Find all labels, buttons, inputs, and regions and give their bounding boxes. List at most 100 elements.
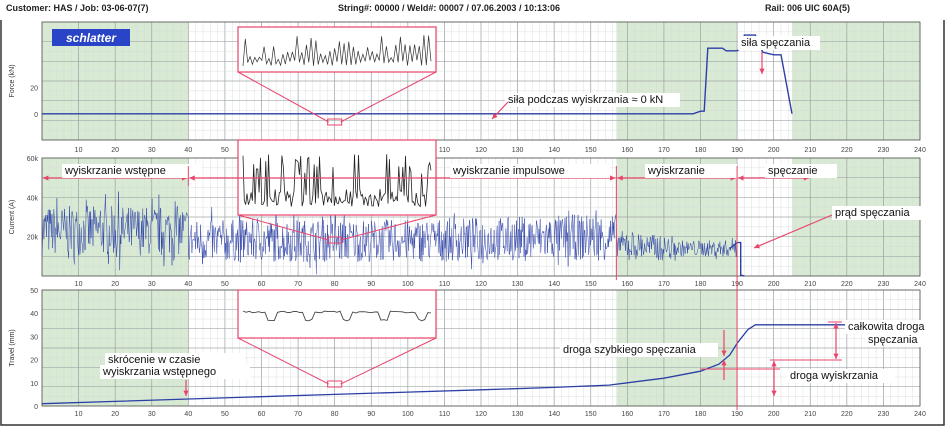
x-tick-label: 40 <box>184 281 192 288</box>
y-tick-label: 20 <box>30 86 38 93</box>
x-tick-label: 10 <box>75 281 83 288</box>
x-tick-label: 110 <box>439 281 450 288</box>
x-tick-label: 240 <box>914 281 926 288</box>
phase-label-bg <box>645 164 737 178</box>
x-tick-label: 230 <box>878 147 890 154</box>
x-tick-label: 160 <box>621 411 633 418</box>
x-tick-label: 120 <box>475 147 487 154</box>
x-tick-label: 160 <box>621 147 633 154</box>
flash-distance-label-bg <box>787 369 895 383</box>
upset-force-label-bg <box>738 36 820 50</box>
total-upset-label-1-bg <box>845 320 941 334</box>
x-tick-label: 230 <box>878 281 890 288</box>
rail-label: Rail: 006 UIC 60A(5) <box>765 3 851 13</box>
force-inset-leader <box>237 71 329 123</box>
x-tick-label: 90 <box>367 281 375 288</box>
flash-distance-arrow-head <box>771 361 777 367</box>
force-series-line <box>42 34 793 115</box>
travel-inset-trace <box>242 310 432 322</box>
fast-upset-label-bg <box>560 343 718 357</box>
x-tick-label: 80 <box>331 281 339 288</box>
phase-label: wyiskrzanie wstępne <box>64 165 166 177</box>
phase-span-arrow-head <box>43 175 49 181</box>
total-upset-arrow-head <box>833 323 839 329</box>
travel-inset-source-box <box>327 380 343 388</box>
y-tick-label: 10 <box>30 381 38 388</box>
schlatter-logo <box>52 29 130 46</box>
x-tick-label: 60 <box>258 411 266 418</box>
phase-label: wyiskrzanie impulsowe <box>452 165 565 177</box>
upset-current-arrow-head <box>754 243 760 249</box>
shortening-arrow-head <box>183 390 189 396</box>
fast-upset-label: droga szybkiego spęczania <box>563 344 697 356</box>
x-tick-label: 120 <box>475 281 487 288</box>
current-inset-trace <box>242 154 432 208</box>
x-tick-label: 40 <box>184 411 192 418</box>
total-upset-label-2-bg <box>865 333 935 347</box>
y-tick-label: 20 <box>30 358 38 365</box>
x-tick-label: 140 <box>548 147 560 154</box>
x-tick-label: 70 <box>294 411 302 418</box>
x-tick-label: 100 <box>402 411 414 418</box>
x-tick-label: 150 <box>585 281 597 288</box>
x-tick-label: 10 <box>75 411 83 418</box>
x-tick-label: 170 <box>658 411 670 418</box>
y-tick-label: 60k <box>27 156 39 163</box>
total-upset-label-1: całkowita droga <box>848 321 925 333</box>
x-tick-label: 180 <box>695 147 707 154</box>
flash-distance-label: droga wyiskrzania <box>790 370 879 382</box>
x-tick-label: 50 <box>221 281 229 288</box>
x-tick-label: 50 <box>221 411 229 418</box>
y-axis-label: Force (kN) <box>9 64 16 97</box>
x-tick-label: 240 <box>914 411 926 418</box>
x-tick-label: 10 <box>75 147 83 154</box>
x-tick-label: 130 <box>512 281 524 288</box>
force-inset-leader <box>340 71 437 123</box>
phase-label-bg <box>62 164 202 178</box>
force-annotation-arrow-head <box>492 113 498 119</box>
phase-label: spęczanie <box>768 165 818 177</box>
fast-upset-arrow-down-head <box>721 360 727 366</box>
y-axis-label: Travel (mm) <box>9 329 16 366</box>
y-tick-label: 50 <box>30 288 38 295</box>
x-tick-label: 120 <box>475 411 487 418</box>
x-tick-label: 20 <box>111 411 119 418</box>
y-tick-label: 40k <box>27 195 39 202</box>
current-inset-source-box <box>327 236 343 244</box>
x-tick-label: 150 <box>585 147 597 154</box>
x-tick-label: 210 <box>804 411 816 418</box>
force-annotation-label: siła podczas wyiskrzania ≈ 0 kN <box>508 94 663 106</box>
string-weld-label: String#: 00000 / Weld#: 00007 / 07.06.20… <box>338 3 560 13</box>
x-tick-label: 180 <box>695 281 707 288</box>
upset-force-label: siła spęczania <box>741 37 811 49</box>
x-tick-label: 210 <box>804 147 816 154</box>
y-axis-label: Current (A) <box>9 200 16 235</box>
y-tick-label: 20k <box>27 235 39 242</box>
flash-distance-arrow-head <box>771 390 777 396</box>
x-tick-label: 200 <box>768 281 780 288</box>
upset-current-label: prąd spęczania <box>835 207 910 219</box>
shortening-label-1-bg <box>105 353 245 367</box>
y-tick-label: 40 <box>30 311 38 318</box>
current-upset-segment <box>729 241 745 277</box>
x-tick-label: 60 <box>258 281 266 288</box>
x-tick-label: 100 <box>402 281 414 288</box>
y-tick-label: 30 <box>30 334 38 341</box>
phase-span-arrow-head <box>738 175 744 181</box>
x-tick-label: 160 <box>621 281 633 288</box>
current-inset-leader <box>237 214 329 241</box>
x-tick-label: 30 <box>148 147 156 154</box>
fast-upset-arrow-up-head <box>721 350 727 356</box>
x-tick-label: 170 <box>658 147 670 154</box>
y-tick-label: 0 <box>34 112 38 119</box>
x-tick-label: 220 <box>841 411 853 418</box>
phase-label-bg <box>450 164 610 178</box>
x-tick-label: 40 <box>184 147 192 154</box>
phase-label: wyiskrzanie <box>647 165 705 177</box>
phase-span-arrow-head <box>189 175 195 181</box>
x-tick-label: 190 <box>731 411 743 418</box>
shortening-label-2-bg <box>100 365 250 379</box>
x-tick-label: 20 <box>111 147 119 154</box>
